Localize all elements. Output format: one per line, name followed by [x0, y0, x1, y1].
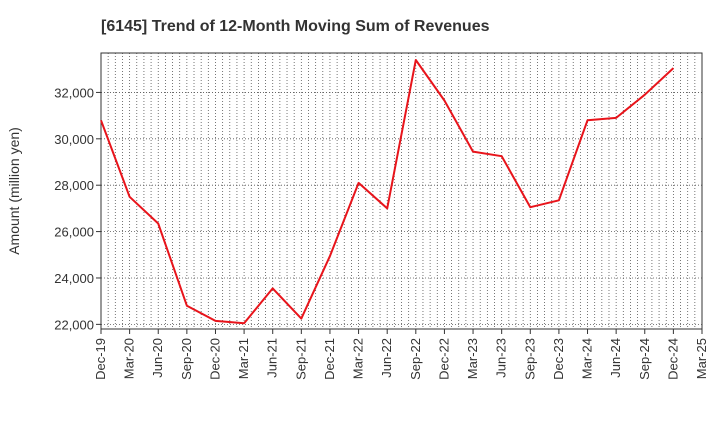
x-tick-label: Jun-21	[265, 338, 280, 378]
x-tick-label: Mar-23	[465, 338, 480, 379]
x-tick-label: Mar-24	[580, 338, 595, 379]
y-tick-label: 30,000	[54, 132, 94, 147]
x-tick-label: Sep-21	[293, 338, 308, 380]
x-tick-label: Mar-21	[236, 338, 251, 379]
x-tick-label: Dec-20	[207, 338, 222, 380]
y-tick-label: 32,000	[54, 85, 94, 100]
x-axis: Dec-19 Mar-20 Jun-20 Sep-20 Dec-20 Mar-21 Jun-…	[93, 329, 709, 380]
x-tick-label: Mar-22	[351, 338, 366, 379]
x-tick-label: Sep-20	[179, 338, 194, 380]
y-tick-label: 24,000	[54, 271, 94, 286]
x-tick-label: Dec-22	[436, 338, 451, 380]
x-tick-label: Sep-24	[637, 338, 652, 380]
y-axis-label: Amount (million yen)	[6, 127, 22, 255]
y-tick-label: 28,000	[54, 178, 94, 193]
x-tick-label: Dec-23	[551, 338, 566, 380]
y-tick-label: 26,000	[54, 225, 94, 240]
x-tick-label: Mar-20	[122, 338, 137, 379]
x-tick-label: Sep-23	[522, 338, 537, 380]
x-tick-label: Jun-23	[494, 338, 509, 378]
x-tick-label: Jun-24	[608, 338, 623, 378]
revenue-series-line	[100, 59, 675, 325]
x-tick-label: Jun-20	[150, 338, 165, 378]
grid	[101, 53, 702, 329]
x-tick-label: Jun-22	[379, 338, 394, 378]
plot-frame	[100, 52, 703, 330]
chart-title: [6145] Trend of 12-Month Moving Sum of R…	[101, 18, 490, 35]
y-tick-label: 22,000	[54, 317, 94, 332]
x-tick-label: Dec-21	[322, 338, 337, 380]
x-tick-label: Dec-19	[93, 338, 108, 380]
x-tick-label: Dec-24	[665, 338, 680, 380]
y-axis: 22,000 24,000 26,000 28,000 30,000 32,000	[54, 85, 101, 332]
x-tick-label: Sep-22	[408, 338, 423, 380]
x-tick-label: Mar-25	[694, 338, 709, 379]
